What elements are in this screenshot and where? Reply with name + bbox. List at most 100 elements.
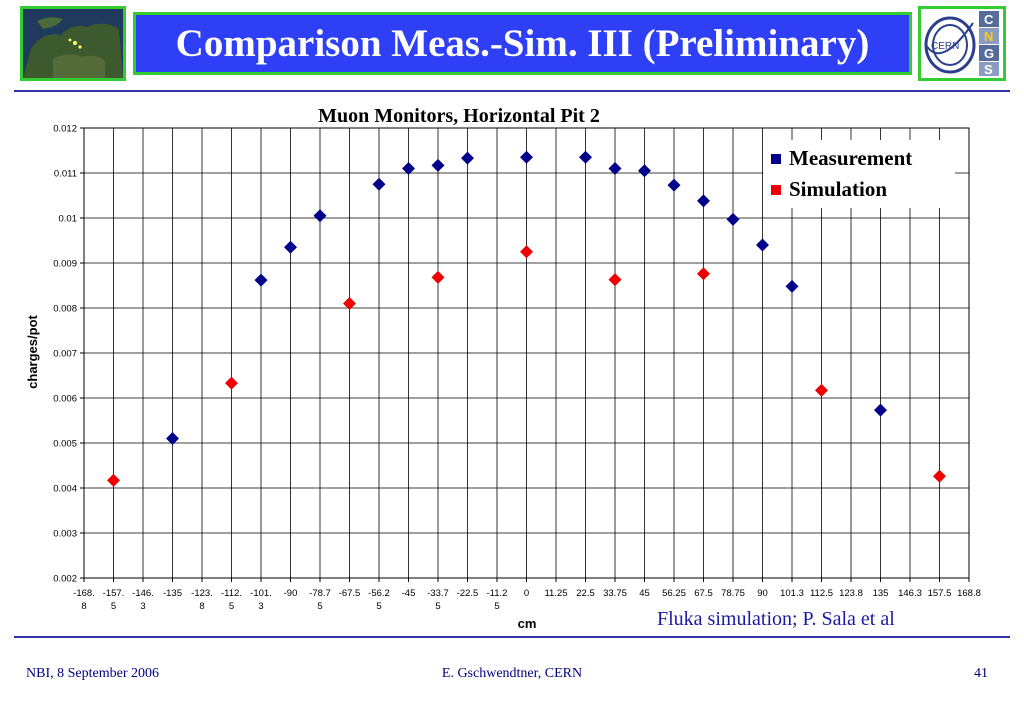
simulation-point: [608, 273, 622, 287]
x-tick-label: 168.8: [957, 588, 981, 599]
simulation-point: [431, 270, 445, 284]
y-tick-label: 0.011: [54, 169, 77, 180]
measurement-point: [166, 432, 179, 445]
x-tick-label: 101.3: [780, 588, 804, 599]
measurement-point: [520, 150, 533, 164]
x-tick-label: 5: [111, 601, 116, 612]
measurement-point: [402, 162, 415, 175]
logo-letter-n: N: [984, 29, 993, 44]
measurement-point: [313, 209, 327, 223]
y-tick-label: 0.009: [53, 259, 77, 270]
x-tick-label: -90: [284, 588, 298, 599]
x-tick-label: -168.: [73, 588, 95, 599]
cern-logo-text: CERN: [931, 41, 959, 52]
x-tick-label: -112.: [221, 588, 242, 599]
x-tick-label: 90: [757, 588, 768, 599]
legend-label-simulation: Simulation: [789, 177, 888, 201]
measurement-point: [726, 212, 740, 226]
measurement-point: [579, 150, 592, 164]
logo-letter-g: G: [984, 46, 994, 61]
measurement-point: [461, 151, 474, 165]
x-tick-label: 5: [376, 601, 381, 612]
measurement-point: [372, 177, 386, 191]
y-axis-label: charges/pot: [25, 314, 40, 388]
title-banner: Comparison Meas.-Sim. III (Preliminary): [133, 12, 912, 75]
measurement-point: [756, 238, 769, 252]
chart-legend: Measurement Simulation: [763, 140, 955, 208]
x-tick-label: 5: [317, 601, 322, 612]
footer-date: NBI, 8 September 2006: [26, 666, 159, 681]
x-tick-label: 5: [494, 601, 499, 612]
measurement-point: [284, 240, 297, 254]
y-tick-label: 0.005: [53, 439, 77, 450]
measurement-point: [785, 279, 799, 293]
simulation-point: [225, 376, 238, 390]
x-tick-label: 67.5: [694, 588, 713, 599]
measurement-point: [874, 403, 887, 417]
measurement-point: [254, 273, 268, 287]
x-tick-label: -45: [402, 588, 416, 599]
logo-letter-c: C: [984, 12, 994, 27]
y-tick-label: 0.01: [59, 214, 78, 225]
top-rule: [14, 90, 1010, 92]
simulation-point: [343, 297, 356, 310]
measurement-point: [667, 178, 681, 192]
footer-page-number: 41: [974, 666, 988, 681]
x-tick-label: 45: [639, 588, 650, 599]
x-tick-label: -101.: [250, 588, 272, 599]
europe-map-icon: [20, 6, 126, 81]
x-tick-label: 0: [524, 588, 529, 599]
x-tick-label: 33.75: [603, 588, 627, 599]
simulation-point: [933, 469, 946, 483]
y-tick-label: 0.004: [53, 484, 77, 495]
x-tick-label: 146.3: [898, 588, 922, 599]
logo-letter-s: S: [984, 62, 993, 77]
legend-label-measurement: Measurement: [789, 146, 913, 170]
x-tick-label: -56.2: [368, 588, 390, 599]
bottom-rule: [14, 636, 1010, 638]
simulation-point: [697, 267, 710, 281]
legend-item-simulation: Simulation: [771, 177, 887, 202]
x-tick-label: -67.5: [339, 588, 361, 599]
x-tick-label: -135: [163, 588, 182, 599]
measurement-point: [638, 164, 651, 178]
y-tick-label: 0.006: [53, 394, 77, 405]
measurement-point: [697, 194, 710, 208]
x-tick-label: 78.75: [721, 588, 745, 599]
y-tick-label: 0.012: [53, 124, 77, 135]
measurement-point: [608, 162, 622, 175]
simulation-point: [815, 383, 828, 397]
x-tick-label: 123.8: [839, 588, 863, 599]
credit-text: Fluka simulation; P. Sala et al: [657, 608, 895, 630]
x-tick-label: -11.2: [487, 588, 508, 599]
x-axis-label: cm: [518, 616, 537, 631]
y-tick-label: 0.003: [53, 529, 77, 540]
x-tick-label: -33.7: [427, 588, 449, 599]
x-tick-label: 8: [199, 601, 204, 612]
x-tick-label: 22.5: [576, 588, 595, 599]
x-tick-label: 8: [81, 601, 86, 612]
x-tick-label: -157.: [103, 588, 125, 599]
x-tick-label: -78.7: [309, 588, 331, 599]
x-tick-label: -22.5: [457, 588, 479, 599]
x-tick-label: 112.5: [810, 588, 833, 599]
x-tick-label: -146.: [132, 588, 154, 599]
page-title: Comparison Meas.-Sim. III (Preliminary): [175, 22, 870, 65]
x-tick-label: 5: [229, 601, 234, 612]
x-tick-label: 5: [435, 601, 440, 612]
y-tick-label: 0.008: [53, 304, 77, 315]
x-tick-label: 157.5: [928, 588, 952, 599]
chart-title: Muon Monitors, Horizontal Pit 2: [318, 105, 600, 127]
legend-swatch-simulation: [771, 185, 781, 195]
legend-item-measurement: Measurement: [771, 146, 912, 171]
simulation-point: [520, 245, 533, 259]
cngs-cern-logo-icon: CERN C N G S: [918, 6, 1006, 81]
footer-author: E. Gschwendtner, CERN: [441, 666, 583, 681]
x-tick-label: -123.: [191, 588, 213, 599]
legend-swatch-measurement: [771, 154, 781, 164]
x-tick-label: 3: [140, 601, 145, 612]
x-tick-label: 11.25: [544, 588, 567, 599]
x-tick-label: 135: [873, 588, 889, 599]
measurement-point: [431, 158, 445, 172]
